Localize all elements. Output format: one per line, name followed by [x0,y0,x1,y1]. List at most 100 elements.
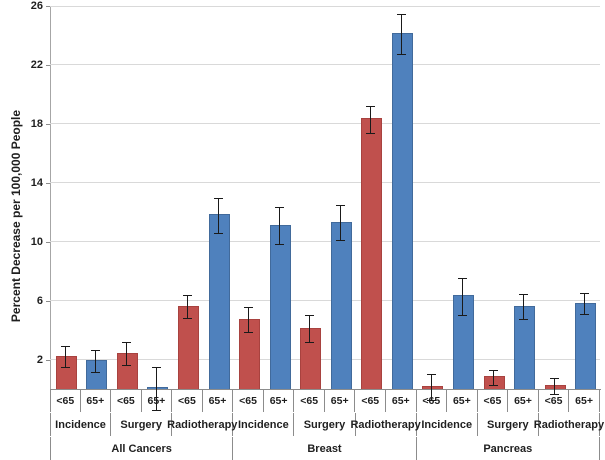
error-bar-breast-incidence-under65 [248,307,250,333]
error-bar-cap-top-allcancers-incidence-65plus [91,349,101,351]
error-bar-pancreas-incidence-under65 [431,373,433,401]
axis-label-surgery: Surgery [294,413,356,436]
error-bar-cap-bottom-breast-radiotherapy-65plus [396,53,406,55]
axis-label-age: 65+ [569,390,600,412]
error-bar-allcancers-surgery-65plus [156,366,158,410]
axis-label-radiotherapy: Radiotherapy [534,413,604,436]
error-bar-breast-surgery-under65 [309,315,311,342]
axis-label-incidence: Incidence [50,413,112,436]
error-bar-cap-top-pancreas-incidence-65plus [458,277,467,279]
error-bar-breast-surgery-65plus [339,204,341,241]
axis-label-age: <65 [50,390,81,412]
bar-breast-radiotherapy-under65 [361,118,383,389]
error-bar-cap-bottom-breast-surgery-65plus [335,240,345,242]
gridline-22 [50,64,600,66]
bar-breast-surgery-under65 [300,327,322,389]
y-tick-label-6: 6 [36,294,43,307]
y-axis-tick-26 [46,6,50,7]
axis-label-age: 65+ [447,390,478,412]
error-bar-pancreas-radiotherapy-under65 [553,377,555,395]
y-axis-tick-10 [46,241,50,243]
error-bar-cap-bottom-allcancers-surgery-65plus [152,409,162,411]
axis-label-all-cancers: All Cancers [50,437,234,460]
gridline-18 [50,123,600,125]
bar-allcancers-radiotherapy-65plus [208,214,230,389]
error-bar-allcancers-radiotherapy-under65 [187,295,188,318]
axis-label-age: <65 [478,390,509,412]
y-axis-line [50,6,51,390]
bar-breast-radiotherapy-65plus [391,33,413,389]
error-bar-cap-top-pancreas-surgery-under65 [488,369,498,371]
bar-allcancers-incidence-65plus [86,360,108,389]
error-bar-cap-bottom-pancreas-radiotherapy-65plus [580,313,590,315]
error-bar-breast-radiotherapy-under65 [370,106,372,133]
bar-breast-incidence-65plus [269,224,291,389]
axis-label-age: 65+ [264,390,295,412]
gridline-10 [50,241,600,243]
y-axis-tick-18 [46,123,50,125]
bar-pancreas-radiotherapy-65plus [575,302,597,389]
error-bar-cap-top-breast-surgery-65plus [335,204,345,206]
y-axis-tick-22 [46,64,50,66]
error-bar-cap-top-breast-radiotherapy-65plus [396,14,406,16]
y-tick-label-22: 22 [30,58,43,71]
axis-label-incidence: Incidence [417,413,478,436]
error-bar-cap-top-allcancers-radiotherapy-65plus [213,197,223,199]
axis-label-radiotherapy: Radiotherapy [167,413,237,436]
axis-label-age: 65+ [508,390,539,412]
axis-row-treatment: Incidence Surgery Radiotherapy Incidence Sur… [50,413,604,436]
axis-label-radiotherapy: Radiotherapy [350,413,421,436]
y-tick-label-14: 14 [30,176,43,189]
error-bar-breast-incidence-65plus [278,207,280,244]
bar-breast-surgery-65plus [330,221,352,389]
bar-pancreas-surgery-under65 [483,376,505,389]
axis-label-age: 65+ [386,390,417,412]
axis-label-age: <65 [233,390,264,412]
bar-allcancers-incidence-under65 [55,355,77,389]
error-bar-cap-bottom-allcancers-radiotherapy-65plus [213,232,223,234]
bar-allcancers-surgery-65plus [147,387,169,389]
bar-pancreas-incidence-65plus [453,295,474,389]
axis-row-cancer-type: All Cancers Breast Pancreas [50,437,601,460]
axis-label-pancreas: Pancreas [417,437,600,460]
bar-allcancers-surgery-under65 [116,352,138,389]
error-bar-cap-bottom-breast-incidence-65plus [274,243,284,245]
error-bar-pancreas-incidence-65plus [462,277,463,315]
bar-pancreas-surgery-65plus [514,305,536,389]
axis-label-age: 65+ [81,390,112,412]
error-bar-cap-bottom-breast-incidence-under65 [244,332,254,334]
error-bar-pancreas-surgery-under65 [492,369,494,385]
error-bar-cap-bottom-allcancers-radiotherapy-under65 [183,317,192,319]
error-bar-cap-bottom-pancreas-incidence-65plus [458,314,467,316]
axis-label-age: <65 [111,390,142,412]
y-axis-tick-14 [46,182,50,184]
error-bar-pancreas-radiotherapy-65plus [584,293,586,314]
error-bar-allcancers-surgery-under65 [125,341,127,366]
axis-label-age: <65 [539,390,570,412]
error-bar-cap-top-pancreas-radiotherapy-65plus [580,293,590,295]
error-bar-cap-bottom-pancreas-incidence-under65 [427,400,437,402]
gridline-14 [50,182,600,184]
bar-allcancers-radiotherapy-under65 [178,305,199,389]
gridline-26 [50,5,600,7]
axis-label-surgery: Surgery [478,413,539,436]
error-bar-cap-top-allcancers-incidence-under65 [60,346,70,348]
axis-label-age: <65 [172,390,203,412]
error-bar-cap-top-breast-incidence-65plus [274,207,284,209]
y-tick-label-2: 2 [36,353,43,366]
axis-label-breast: Breast [233,437,417,460]
axis-label-age: 65+ [325,390,356,412]
error-bar-cap-bottom-allcancers-incidence-under65 [60,366,70,368]
error-bar-cap-top-pancreas-surgery-65plus [519,293,529,295]
axis-label-age: 65+ [203,390,234,412]
plot-area [50,5,600,389]
axis-label-age: <65 [294,390,325,412]
bar-pancreas-incidence-under65 [422,385,444,389]
error-bar-cap-bottom-pancreas-radiotherapy-under65 [549,394,559,396]
error-bar-cap-top-pancreas-radiotherapy-under65 [549,377,559,379]
axis-label-surgery: Surgery [111,413,173,436]
y-tick-label-26: 26 [30,0,43,12]
error-bar-allcancers-incidence-65plus [95,349,97,373]
error-bar-cap-top-allcancers-surgery-under65 [121,341,131,343]
